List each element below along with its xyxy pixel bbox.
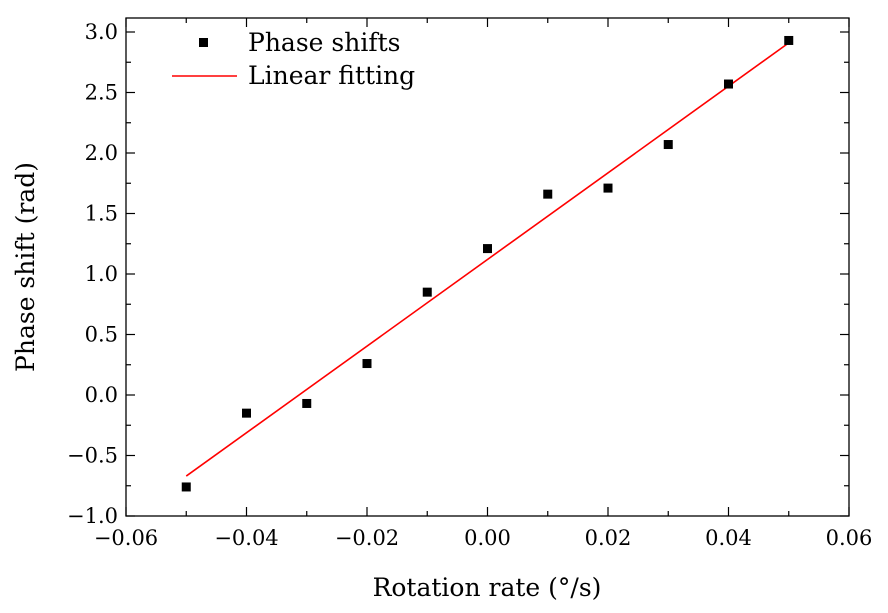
y-tick-label: 2.0	[85, 141, 118, 165]
x-tick-label: −0.02	[335, 526, 399, 550]
legend-label-linear-fitting: Linear fitting	[248, 61, 415, 90]
data-point	[724, 79, 733, 89]
x-tick-label: −0.06	[94, 526, 158, 550]
data-point	[242, 408, 251, 418]
y-tick-label: 1.5	[85, 202, 118, 226]
legend-label-phase-shifts: Phase shifts	[248, 28, 400, 57]
data-point	[302, 398, 312, 408]
x-tick-label: 0.00	[464, 526, 511, 550]
data-point	[543, 189, 553, 199]
legend: Phase shifts Linear fitting	[172, 28, 415, 90]
fit-line	[185, 42, 790, 477]
data-point	[422, 287, 432, 297]
data-point	[362, 359, 372, 369]
y-axis-label: Phase shift (rad)	[11, 162, 40, 372]
y-tick-label: −0.5	[67, 444, 118, 468]
data-point	[483, 244, 492, 254]
data-point	[784, 35, 794, 45]
y-tick-label: 3.0	[85, 20, 118, 44]
y-tick-label: −1.0	[67, 504, 118, 528]
x-tick-label: 0.06	[826, 526, 873, 550]
y-tick-label: 2.5	[85, 81, 118, 105]
x-axis-label: Rotation rate (°/s)	[373, 573, 602, 602]
legend-marker-phase-shifts	[199, 38, 208, 47]
data-point	[603, 183, 613, 193]
y-tick-label: 0.5	[85, 323, 118, 347]
x-tick-label: 0.02	[585, 526, 632, 550]
data-point	[663, 140, 673, 150]
data-point	[181, 482, 191, 492]
y-tick-label: 1.0	[85, 262, 118, 286]
y-tick-label: 0.0	[85, 383, 118, 407]
x-tick-label: −0.04	[214, 526, 278, 550]
x-tick-label: 0.04	[705, 526, 752, 550]
